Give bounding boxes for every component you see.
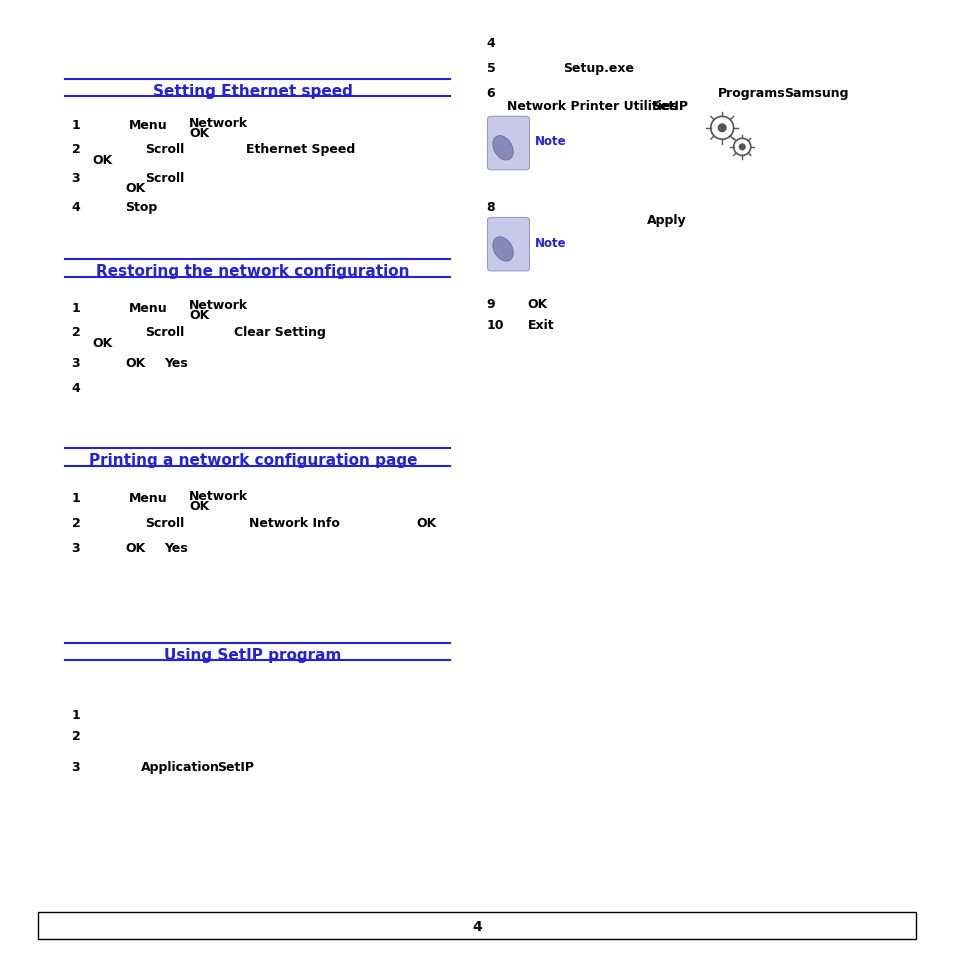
Text: Note: Note <box>535 236 566 250</box>
Text: OK: OK <box>125 356 145 370</box>
Text: 3: 3 <box>71 356 80 370</box>
Text: 2: 2 <box>71 143 80 156</box>
Text: 4: 4 <box>486 37 495 51</box>
Text: OK: OK <box>189 127 209 140</box>
Text: 2: 2 <box>71 517 80 530</box>
Text: 7: 7 <box>486 124 495 137</box>
Text: 9: 9 <box>486 297 495 311</box>
Text: Network Info: Network Info <box>249 517 339 530</box>
Text: 1: 1 <box>71 119 80 132</box>
Text: Network: Network <box>189 116 248 130</box>
Text: SetIP: SetIP <box>650 100 687 113</box>
Text: 4: 4 <box>472 920 481 933</box>
Text: Application: Application <box>141 760 220 773</box>
Text: OK: OK <box>527 297 547 311</box>
Text: Yes: Yes <box>164 356 188 370</box>
Text: 10: 10 <box>486 318 503 332</box>
Text: Ethernet Speed: Ethernet Speed <box>246 143 355 156</box>
Circle shape <box>718 125 725 132</box>
Text: Menu: Menu <box>129 301 167 314</box>
Text: Note: Note <box>535 134 566 148</box>
Text: SetIP: SetIP <box>217 760 254 773</box>
Text: Clear Setting: Clear Setting <box>233 326 325 339</box>
Text: 3: 3 <box>71 172 80 185</box>
Text: OK: OK <box>189 499 209 513</box>
Ellipse shape <box>493 237 513 262</box>
Text: OK: OK <box>92 336 112 350</box>
Text: Menu: Menu <box>129 492 167 505</box>
Text: Exit: Exit <box>527 318 554 332</box>
Text: OK: OK <box>125 541 145 555</box>
Text: OK: OK <box>416 517 436 530</box>
Circle shape <box>739 145 744 151</box>
Text: 6: 6 <box>486 87 495 100</box>
Text: Setting Ethernet speed: Setting Ethernet speed <box>152 84 353 99</box>
Text: Setup.exe: Setup.exe <box>562 62 633 75</box>
Text: Restoring the network configuration: Restoring the network configuration <box>96 264 409 279</box>
Text: Network Printer Utilities: Network Printer Utilities <box>506 100 677 113</box>
Text: Using SetIP program: Using SetIP program <box>164 647 341 662</box>
Text: Apply: Apply <box>646 213 686 227</box>
Text: 8: 8 <box>486 200 495 213</box>
Text: Scroll: Scroll <box>145 172 184 185</box>
Text: Network: Network <box>189 298 248 312</box>
Text: Yes: Yes <box>164 541 188 555</box>
Text: 5: 5 <box>486 62 495 75</box>
Text: Menu: Menu <box>129 119 167 132</box>
Text: OK: OK <box>125 182 145 195</box>
FancyBboxPatch shape <box>487 117 529 171</box>
Text: Samsung: Samsung <box>783 87 848 100</box>
Text: Programs: Programs <box>717 87 784 100</box>
Text: Stop: Stop <box>125 200 157 213</box>
Text: Scroll: Scroll <box>145 326 184 339</box>
Text: 1: 1 <box>71 301 80 314</box>
Text: 2: 2 <box>71 729 80 742</box>
Text: 3: 3 <box>71 541 80 555</box>
Text: 3: 3 <box>71 760 80 773</box>
FancyBboxPatch shape <box>38 912 915 939</box>
Ellipse shape <box>493 136 513 161</box>
Text: Printing a network configuration page: Printing a network configuration page <box>89 453 416 468</box>
Text: 4: 4 <box>71 200 80 213</box>
Text: 1: 1 <box>71 492 80 505</box>
Text: Network: Network <box>189 489 248 502</box>
Text: OK: OK <box>189 309 209 322</box>
Text: Scroll: Scroll <box>145 143 184 156</box>
Text: 1: 1 <box>71 708 80 721</box>
Text: 2: 2 <box>71 326 80 339</box>
Text: OK: OK <box>92 153 112 167</box>
Text: Scroll: Scroll <box>145 517 184 530</box>
Text: 4: 4 <box>71 381 80 395</box>
FancyBboxPatch shape <box>487 218 529 272</box>
